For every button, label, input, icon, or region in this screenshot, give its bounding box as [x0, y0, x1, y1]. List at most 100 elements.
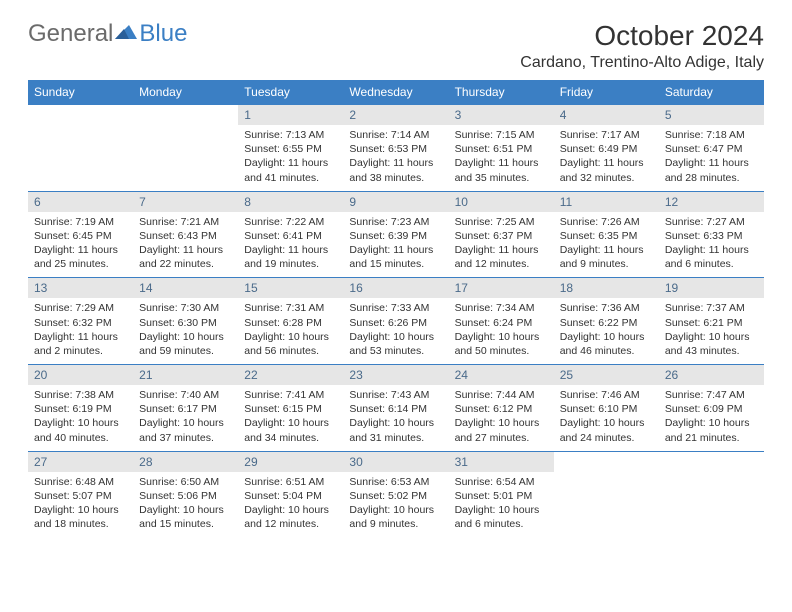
day-number: 5	[659, 105, 764, 125]
sunset-text: Sunset: 6:21 PM	[665, 316, 758, 330]
day-number: 24	[449, 365, 554, 385]
day-body: Sunrise: 7:46 AMSunset: 6:10 PMDaylight:…	[554, 385, 659, 451]
day-body	[133, 111, 238, 169]
day-cell: 21 Sunrise: 7:40 AMSunset: 6:17 PMDayligh…	[133, 365, 238, 452]
sunset-text: Sunset: 6:39 PM	[349, 229, 442, 243]
day-body	[554, 458, 659, 516]
day-number: 28	[133, 452, 238, 472]
day-header: Thursday	[449, 80, 554, 105]
day-cell: 31Sunrise: 6:54 AMSunset: 5:01 PMDayligh…	[449, 451, 554, 537]
sunset-text: Sunset: 5:07 PM	[34, 489, 127, 503]
title-block: October 2024 Cardano, Trentino-Alto Adig…	[520, 20, 764, 72]
sunset-text: Sunset: 5:06 PM	[139, 489, 232, 503]
day-header: Sunday	[28, 80, 133, 105]
day-number: 1	[238, 105, 343, 125]
sunrise-text: Sunrise: 7:33 AM	[349, 301, 442, 315]
daylight-text: Daylight: 11 hours and 15 minutes.	[349, 243, 442, 271]
day-header: Wednesday	[343, 80, 448, 105]
sunrise-text: Sunrise: 7:43 AM	[349, 388, 442, 402]
sunset-text: Sunset: 6:47 PM	[665, 142, 758, 156]
day-body: Sunrise: 7:30 AMSunset: 6:30 PMDaylight:…	[133, 298, 238, 364]
day-cell: 6Sunrise: 7:19 AMSunset: 6:45 PMDaylight…	[28, 191, 133, 278]
sunset-text: Sunset: 5:01 PM	[455, 489, 548, 503]
day-cell: 26Sunrise: 7:47 AMSunset: 6:09 PMDayligh…	[659, 365, 764, 452]
sunset-text: Sunset: 6:14 PM	[349, 402, 442, 416]
day-cell: 14Sunrise: 7:30 AMSunset: 6:30 PMDayligh…	[133, 278, 238, 365]
day-cell: 22Sunrise: 7:41 AMSunset: 6:15 PMDayligh…	[238, 365, 343, 452]
daylight-text: Daylight: 11 hours and 12 minutes.	[455, 243, 548, 271]
daylight-text: Daylight: 11 hours and 22 minutes.	[139, 243, 232, 271]
daylight-text: Daylight: 10 hours and 27 minutes.	[455, 416, 548, 444]
sunset-text: Sunset: 6:35 PM	[560, 229, 653, 243]
sunrise-text: Sunrise: 7:47 AM	[665, 388, 758, 402]
day-number: 4	[554, 105, 659, 125]
day-number: 8	[238, 192, 343, 212]
day-body: Sunrise: 7:43 AMSunset: 6:14 PMDaylight:…	[343, 385, 448, 451]
daylight-text: Daylight: 10 hours and 9 minutes.	[349, 503, 442, 531]
daylight-text: Daylight: 10 hours and 21 minutes.	[665, 416, 758, 444]
day-cell	[133, 105, 238, 192]
sunrise-text: Sunrise: 7:17 AM	[560, 128, 653, 142]
day-body: Sunrise: 7:21 AMSunset: 6:43 PMDaylight:…	[133, 212, 238, 278]
sunrise-text: Sunrise: 6:50 AM	[139, 475, 232, 489]
daylight-text: Daylight: 10 hours and 56 minutes.	[244, 330, 337, 358]
day-number: 14	[133, 278, 238, 298]
day-number: 21	[133, 365, 238, 385]
daylight-text: Daylight: 10 hours and 50 minutes.	[455, 330, 548, 358]
sunrise-text: Sunrise: 7:38 AM	[34, 388, 127, 402]
day-body: Sunrise: 7:44 AMSunset: 6:12 PMDaylight:…	[449, 385, 554, 451]
daylight-text: Daylight: 11 hours and 19 minutes.	[244, 243, 337, 271]
day-number: 9	[343, 192, 448, 212]
day-cell: 15Sunrise: 7:31 AMSunset: 6:28 PMDayligh…	[238, 278, 343, 365]
logo-triangle-icon	[115, 20, 137, 48]
day-body: Sunrise: 7:18 AMSunset: 6:47 PMDaylight:…	[659, 125, 764, 191]
sunrise-text: Sunrise: 7:40 AM	[139, 388, 232, 402]
sunrise-text: Sunrise: 7:21 AM	[139, 215, 232, 229]
logo-text-gray: General	[28, 20, 113, 48]
day-body: Sunrise: 7:15 AMSunset: 6:51 PMDaylight:…	[449, 125, 554, 191]
sunrise-text: Sunrise: 7:22 AM	[244, 215, 337, 229]
sunset-text: Sunset: 6:45 PM	[34, 229, 127, 243]
sunrise-text: Sunrise: 7:46 AM	[560, 388, 653, 402]
sunset-text: Sunset: 6:17 PM	[139, 402, 232, 416]
day-cell	[554, 451, 659, 537]
calendar-page: General Blue October 2024 Cardano, Trent…	[0, 0, 792, 557]
sunrise-text: Sunrise: 7:26 AM	[560, 215, 653, 229]
day-cell: 28Sunrise: 6:50 AMSunset: 5:06 PMDayligh…	[133, 451, 238, 537]
daylight-text: Daylight: 10 hours and 6 minutes.	[455, 503, 548, 531]
day-body: Sunrise: 7:38 AMSunset: 6:19 PMDaylight:…	[28, 385, 133, 451]
day-body: Sunrise: 7:22 AMSunset: 6:41 PMDaylight:…	[238, 212, 343, 278]
day-cell: 13Sunrise: 7:29 AMSunset: 6:32 PMDayligh…	[28, 278, 133, 365]
sunset-text: Sunset: 6:10 PM	[560, 402, 653, 416]
day-cell: 12Sunrise: 7:27 AMSunset: 6:33 PMDayligh…	[659, 191, 764, 278]
daylight-text: Daylight: 10 hours and 59 minutes.	[139, 330, 232, 358]
day-body: Sunrise: 6:53 AMSunset: 5:02 PMDaylight:…	[343, 472, 448, 538]
daylight-text: Daylight: 10 hours and 46 minutes.	[560, 330, 653, 358]
daylight-text: Daylight: 10 hours and 37 minutes.	[139, 416, 232, 444]
day-cell: 19Sunrise: 7:37 AMSunset: 6:21 PMDayligh…	[659, 278, 764, 365]
day-header: Friday	[554, 80, 659, 105]
day-cell: 17Sunrise: 7:34 AMSunset: 6:24 PMDayligh…	[449, 278, 554, 365]
sunrise-text: Sunrise: 7:37 AM	[665, 301, 758, 315]
location-text: Cardano, Trentino-Alto Adige, Italy	[520, 54, 764, 72]
day-number: 10	[449, 192, 554, 212]
week-row: 13Sunrise: 7:29 AMSunset: 6:32 PMDayligh…	[28, 278, 764, 365]
sunset-text: Sunset: 6:33 PM	[665, 229, 758, 243]
sunrise-text: Sunrise: 7:29 AM	[34, 301, 127, 315]
sunset-text: Sunset: 6:41 PM	[244, 229, 337, 243]
logo-text-blue: Blue	[139, 20, 187, 48]
day-number: 22	[238, 365, 343, 385]
day-cell: 27Sunrise: 6:48 AMSunset: 5:07 PMDayligh…	[28, 451, 133, 537]
daylight-text: Daylight: 11 hours and 32 minutes.	[560, 156, 653, 184]
day-number: 7	[133, 192, 238, 212]
day-cell: 8Sunrise: 7:22 AMSunset: 6:41 PMDaylight…	[238, 191, 343, 278]
sunrise-text: Sunrise: 6:51 AM	[244, 475, 337, 489]
day-body: Sunrise: 7:34 AMSunset: 6:24 PMDaylight:…	[449, 298, 554, 364]
day-number: 16	[343, 278, 448, 298]
sunset-text: Sunset: 6:12 PM	[455, 402, 548, 416]
daylight-text: Daylight: 11 hours and 28 minutes.	[665, 156, 758, 184]
sunset-text: Sunset: 6:49 PM	[560, 142, 653, 156]
day-body: Sunrise: 7:19 AMSunset: 6:45 PMDaylight:…	[28, 212, 133, 278]
day-cell: 29Sunrise: 6:51 AMSunset: 5:04 PMDayligh…	[238, 451, 343, 537]
page-header: General Blue October 2024 Cardano, Trent…	[28, 20, 764, 72]
